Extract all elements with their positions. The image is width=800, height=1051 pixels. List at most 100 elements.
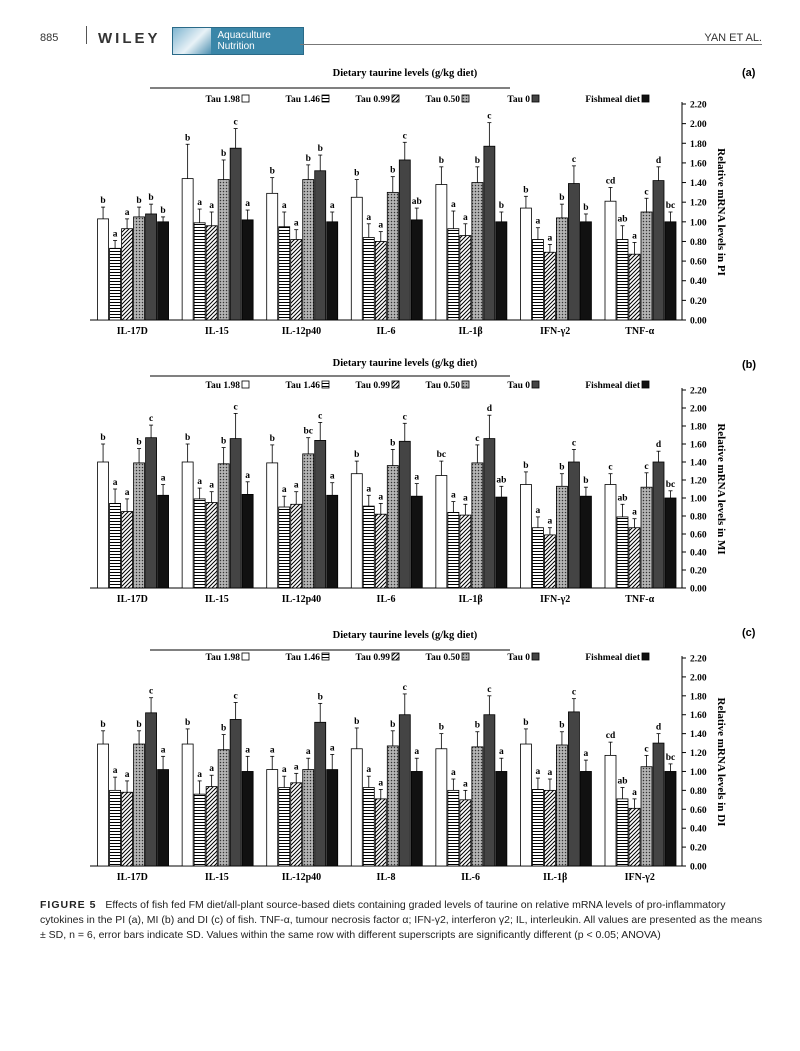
bar [652,180,665,321]
bar [398,714,411,867]
y-tick-label: 1.00 [690,218,707,228]
bar [145,712,157,867]
y-tick-label: 1.80 [690,423,707,433]
bar [241,493,254,589]
significance-label: b [306,154,311,164]
legend-label: Tau 0.99 [356,95,391,105]
header-rule [300,44,762,45]
x-tick-label: IL-1β [458,326,482,337]
legend-entry: Tau 1.46 [286,652,330,663]
legend-swatch [391,94,400,103]
page-header: 885 WILEY Aquaculture Nutrition YAN ET A… [0,0,800,60]
journal-banner[interactable]: Aquaculture Nutrition [172,27,304,55]
x-tick-label: IL-1β [458,594,482,605]
y-tick-label: 0.20 [690,844,707,854]
x-tick-label: TNF-α [625,594,654,605]
journal-logo-icon [173,28,212,54]
y-tick-label: 2.20 [690,101,707,111]
significance-label: d [656,156,662,166]
bar [193,498,206,589]
x-tick-label: IL-6 [377,594,396,605]
significance-label: c [403,131,407,141]
bar [374,513,387,589]
bar [193,222,206,321]
legend-entry: Tau 0.99 [356,380,400,391]
significance-label: b [185,718,190,728]
bar [459,235,472,321]
bar [193,793,206,867]
x-tick-label: IL-6 [461,872,480,883]
significance-label: a [209,481,214,491]
significance-label: c [572,438,576,448]
legend-swatch [641,94,650,103]
significance-label: b [475,721,480,731]
bar [495,496,508,589]
significance-label: b [559,463,564,473]
y-tick-label: 1.40 [690,730,707,740]
significance-label: a [632,508,637,518]
panel-label: (a) [742,67,756,79]
x-tick-label: IL-12p40 [282,872,321,883]
bar [374,798,387,867]
significance-label: b [499,201,504,211]
significance-label: b [221,724,226,734]
legend-entry: Tau 0 [507,94,540,105]
y-tick-label: 2.00 [690,673,707,683]
significance-label: bc [666,753,676,763]
legend-label: Tau 0 [507,381,530,391]
bar [471,462,484,589]
significance-label: b [185,433,190,443]
bar [568,711,580,867]
significance-label: a [245,471,250,481]
bar [471,182,484,321]
legend-label: Tau 1.46 [286,653,321,663]
bar [520,484,532,589]
significance-label: c [644,187,648,197]
panel-label: (b) [742,359,756,371]
bar [362,787,375,867]
bar [109,502,121,589]
bar [556,744,568,867]
y-tick-label: 1.40 [690,179,707,189]
bar [374,241,387,321]
bar [350,473,363,589]
bar [181,178,194,321]
significance-label: b [185,133,190,143]
y-axis-label: Relative mRNA levels in MI [715,423,727,554]
legend-swatch [641,380,650,389]
bar [435,184,448,321]
legend-entry: Tau 0.50 [426,94,470,105]
x-tick-label: IL-15 [205,594,229,605]
legend-entry: Tau 0 [507,380,540,391]
legend-swatch [461,652,470,661]
journal-name: Aquaculture Nutrition [217,30,271,52]
x-tick-label: IL-15 [205,872,229,883]
significance-label: bc [437,450,447,460]
bar [386,191,399,321]
significance-label: a [548,233,553,243]
legend-swatch [461,94,470,103]
legend-label: Fishmeal diet [585,95,640,105]
legend-entry: Tau 0.50 [426,652,470,663]
x-tick-label: IFN-γ2 [540,326,570,337]
bar [362,505,375,589]
bar [181,461,194,589]
significance-label: c [475,434,479,444]
bar [302,179,315,321]
significance-label: b [100,196,105,206]
significance-label: a [125,208,130,218]
significance-label: d [656,723,662,733]
significance-label: ab [617,493,627,503]
bar [410,771,423,867]
x-tick-label: IL-6 [377,326,396,337]
legend-title: Dietary taurine levels (g/kg diet) [333,630,478,641]
y-tick-label: 0.80 [690,513,707,523]
significance-label: a [451,768,456,778]
bar [652,742,665,867]
significance-label: a [306,747,311,757]
significance-label: a [330,472,335,482]
significance-label: b [148,193,153,203]
y-tick-label: 2.00 [690,120,707,130]
significance-label: a [161,474,166,484]
page-number: 885 [40,32,59,44]
